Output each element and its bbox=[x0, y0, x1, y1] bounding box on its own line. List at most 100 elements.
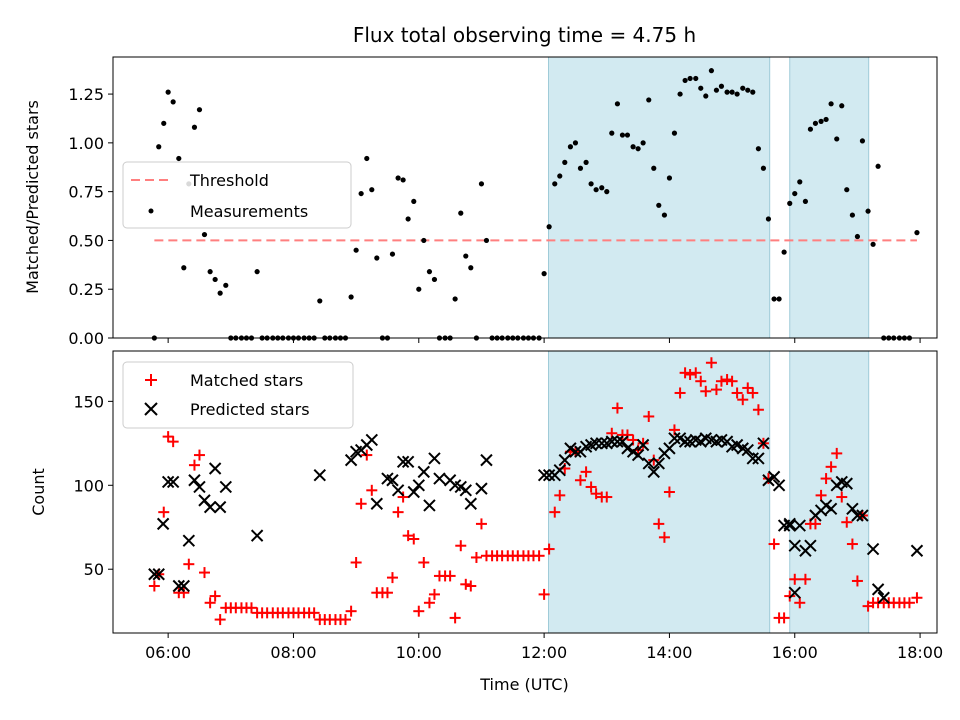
marker-stroke bbox=[213, 500, 227, 514]
measurement-point bbox=[181, 265, 187, 271]
predicted-star-marker bbox=[156, 517, 170, 531]
matched-star-marker bbox=[158, 506, 170, 518]
matched-star-marker bbox=[911, 592, 923, 604]
measurement-point bbox=[614, 101, 621, 107]
marker-stroke bbox=[668, 432, 681, 445]
top-y-axis-label: Matched/Predicted stars bbox=[23, 100, 42, 294]
measurement-point bbox=[421, 237, 427, 244]
marker-stroke bbox=[772, 479, 786, 492]
measurement-point bbox=[646, 97, 652, 103]
predicted-star-marker bbox=[851, 509, 864, 522]
matched-star-marker bbox=[653, 518, 665, 530]
predicted-star-marker bbox=[401, 455, 415, 468]
predicted-star-marker bbox=[871, 583, 885, 596]
marker-stroke bbox=[824, 502, 838, 515]
matched-star-marker bbox=[428, 588, 440, 600]
measurement-point bbox=[463, 253, 469, 259]
matched-star-marker bbox=[768, 538, 780, 550]
matched-star-marker bbox=[799, 573, 811, 585]
matched-star-marker bbox=[554, 489, 566, 501]
marker-stroke bbox=[448, 479, 462, 492]
marker-stroke bbox=[616, 435, 629, 448]
measurement-point bbox=[217, 290, 223, 296]
measurement-point bbox=[395, 175, 401, 181]
measurement-point bbox=[781, 249, 787, 255]
matched-star-marker bbox=[574, 474, 586, 486]
measurement-point bbox=[207, 269, 213, 275]
matched-star-marker bbox=[663, 486, 675, 498]
matched-star-marker bbox=[381, 587, 393, 599]
marker-stroke bbox=[344, 453, 358, 467]
measurement-point bbox=[740, 85, 746, 91]
predicted-star-marker bbox=[370, 497, 384, 510]
predicted-star-marker bbox=[783, 517, 796, 531]
predicted-star-marker bbox=[636, 438, 650, 452]
bottom-plot-frame bbox=[112, 350, 938, 634]
legend-threshold-label: Threshold bbox=[189, 171, 269, 190]
predicted-star-marker bbox=[793, 519, 806, 532]
matched-star-marker bbox=[789, 573, 801, 585]
predicted-star-marker bbox=[213, 500, 227, 514]
matched-star-marker bbox=[674, 387, 686, 399]
marker-stroke bbox=[156, 517, 170, 531]
measurement-point bbox=[170, 99, 176, 105]
measurement-point bbox=[630, 144, 636, 150]
measurement-point bbox=[734, 91, 740, 97]
marker-stroke bbox=[161, 475, 175, 489]
bottom-legend-box bbox=[122, 361, 354, 429]
matched-star-marker bbox=[611, 402, 623, 414]
matched-star-marker bbox=[148, 580, 160, 592]
marker-stroke bbox=[767, 470, 781, 484]
marker-stroke bbox=[866, 542, 880, 556]
measurement-point bbox=[619, 132, 626, 138]
matched-star-marker bbox=[543, 543, 555, 555]
measurement-point bbox=[656, 202, 662, 208]
measurement-point bbox=[797, 179, 803, 185]
marker-stroke bbox=[417, 465, 431, 479]
measurement-point bbox=[693, 75, 699, 82]
matched-star-marker bbox=[726, 375, 738, 387]
matched-star-marker bbox=[820, 473, 832, 485]
marker-stroke bbox=[762, 474, 775, 487]
matched-star-marker bbox=[737, 394, 749, 406]
shaded-interval-bottom bbox=[789, 350, 870, 634]
predicted-star-marker bbox=[313, 469, 326, 482]
measurement-point bbox=[557, 173, 563, 179]
predicted-star-marker bbox=[558, 453, 571, 467]
marker-stroke bbox=[152, 568, 165, 581]
shaded-interval-top bbox=[547, 56, 771, 339]
y-tick-label: 0.00 bbox=[68, 329, 104, 348]
matched-star-marker bbox=[188, 459, 200, 471]
predicted-star-marker bbox=[182, 534, 196, 547]
marker-stroke bbox=[188, 474, 201, 487]
matched-star-marker bbox=[455, 540, 467, 552]
marker-stroke bbox=[203, 500, 217, 514]
matched-star-marker bbox=[533, 550, 545, 562]
matched-star-marker bbox=[621, 429, 633, 441]
matched-star-marker bbox=[538, 588, 550, 600]
matched-star-marker bbox=[809, 518, 821, 530]
measurement-point bbox=[624, 132, 631, 138]
marker-stroke bbox=[250, 529, 264, 542]
measurement-point bbox=[599, 185, 605, 191]
marker-stroke bbox=[783, 517, 796, 531]
legend-predicted-label: Predicted stars bbox=[190, 400, 310, 419]
marker-stroke bbox=[636, 438, 650, 452]
x-tick-label: 08:00 bbox=[270, 643, 316, 662]
predicted-star-marker bbox=[595, 437, 608, 450]
measurement-point bbox=[844, 187, 850, 193]
matched-star-marker bbox=[846, 538, 858, 550]
matched-star-marker bbox=[705, 357, 717, 369]
measurement-point bbox=[818, 118, 824, 124]
y-tick-label: 1.25 bbox=[68, 85, 104, 104]
measurement-point bbox=[823, 116, 829, 123]
marker-stroke bbox=[793, 519, 806, 532]
measurement-point bbox=[176, 155, 182, 162]
marker-stroke bbox=[840, 477, 853, 490]
y-tick-label: 150 bbox=[73, 392, 104, 411]
marker-stroke bbox=[558, 453, 571, 467]
measurement-point bbox=[698, 85, 704, 91]
matched-star-marker bbox=[392, 506, 404, 518]
measurement-point bbox=[389, 251, 396, 257]
